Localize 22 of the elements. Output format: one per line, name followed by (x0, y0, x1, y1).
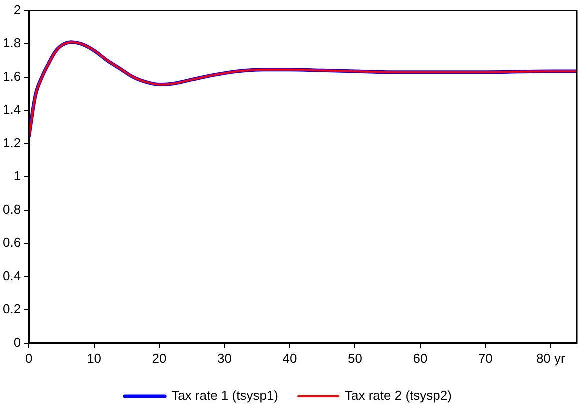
y-tick-label: 0.8 (2, 202, 22, 217)
y-tick-label: 0.6 (2, 235, 22, 250)
x-tick-label: 50 (348, 350, 362, 366)
y-tick-label: 1.6 (2, 68, 22, 84)
x-tick-label: 30 (218, 350, 232, 366)
x-tick-label: 10 (87, 350, 102, 366)
y-tick-label: 1.4 (2, 102, 22, 118)
y-tick-label: 0.2 (2, 302, 22, 317)
x-tick-label: 20 (152, 350, 167, 366)
x-tick-label: 80 yr (536, 350, 566, 366)
x-tick-label: 70 (478, 350, 493, 366)
y-tick-label: 0.4 (2, 268, 22, 284)
y-tick-label: 2 (14, 2, 22, 18)
legend-label: Tax rate 2 (tsysp2) (345, 388, 452, 404)
x-tick-label: 0 (25, 350, 33, 366)
legend-label: Tax rate 1 (tsysp1) (172, 388, 279, 404)
y-tick-label: 1.8 (2, 36, 22, 51)
x-tick-label: 40 (282, 350, 298, 366)
y-tick-label: 0 (14, 334, 22, 350)
y-tick-label: 1 (14, 168, 22, 184)
y-tick-label: 1.2 (2, 135, 22, 150)
x-tick-label: 60 (413, 350, 428, 366)
